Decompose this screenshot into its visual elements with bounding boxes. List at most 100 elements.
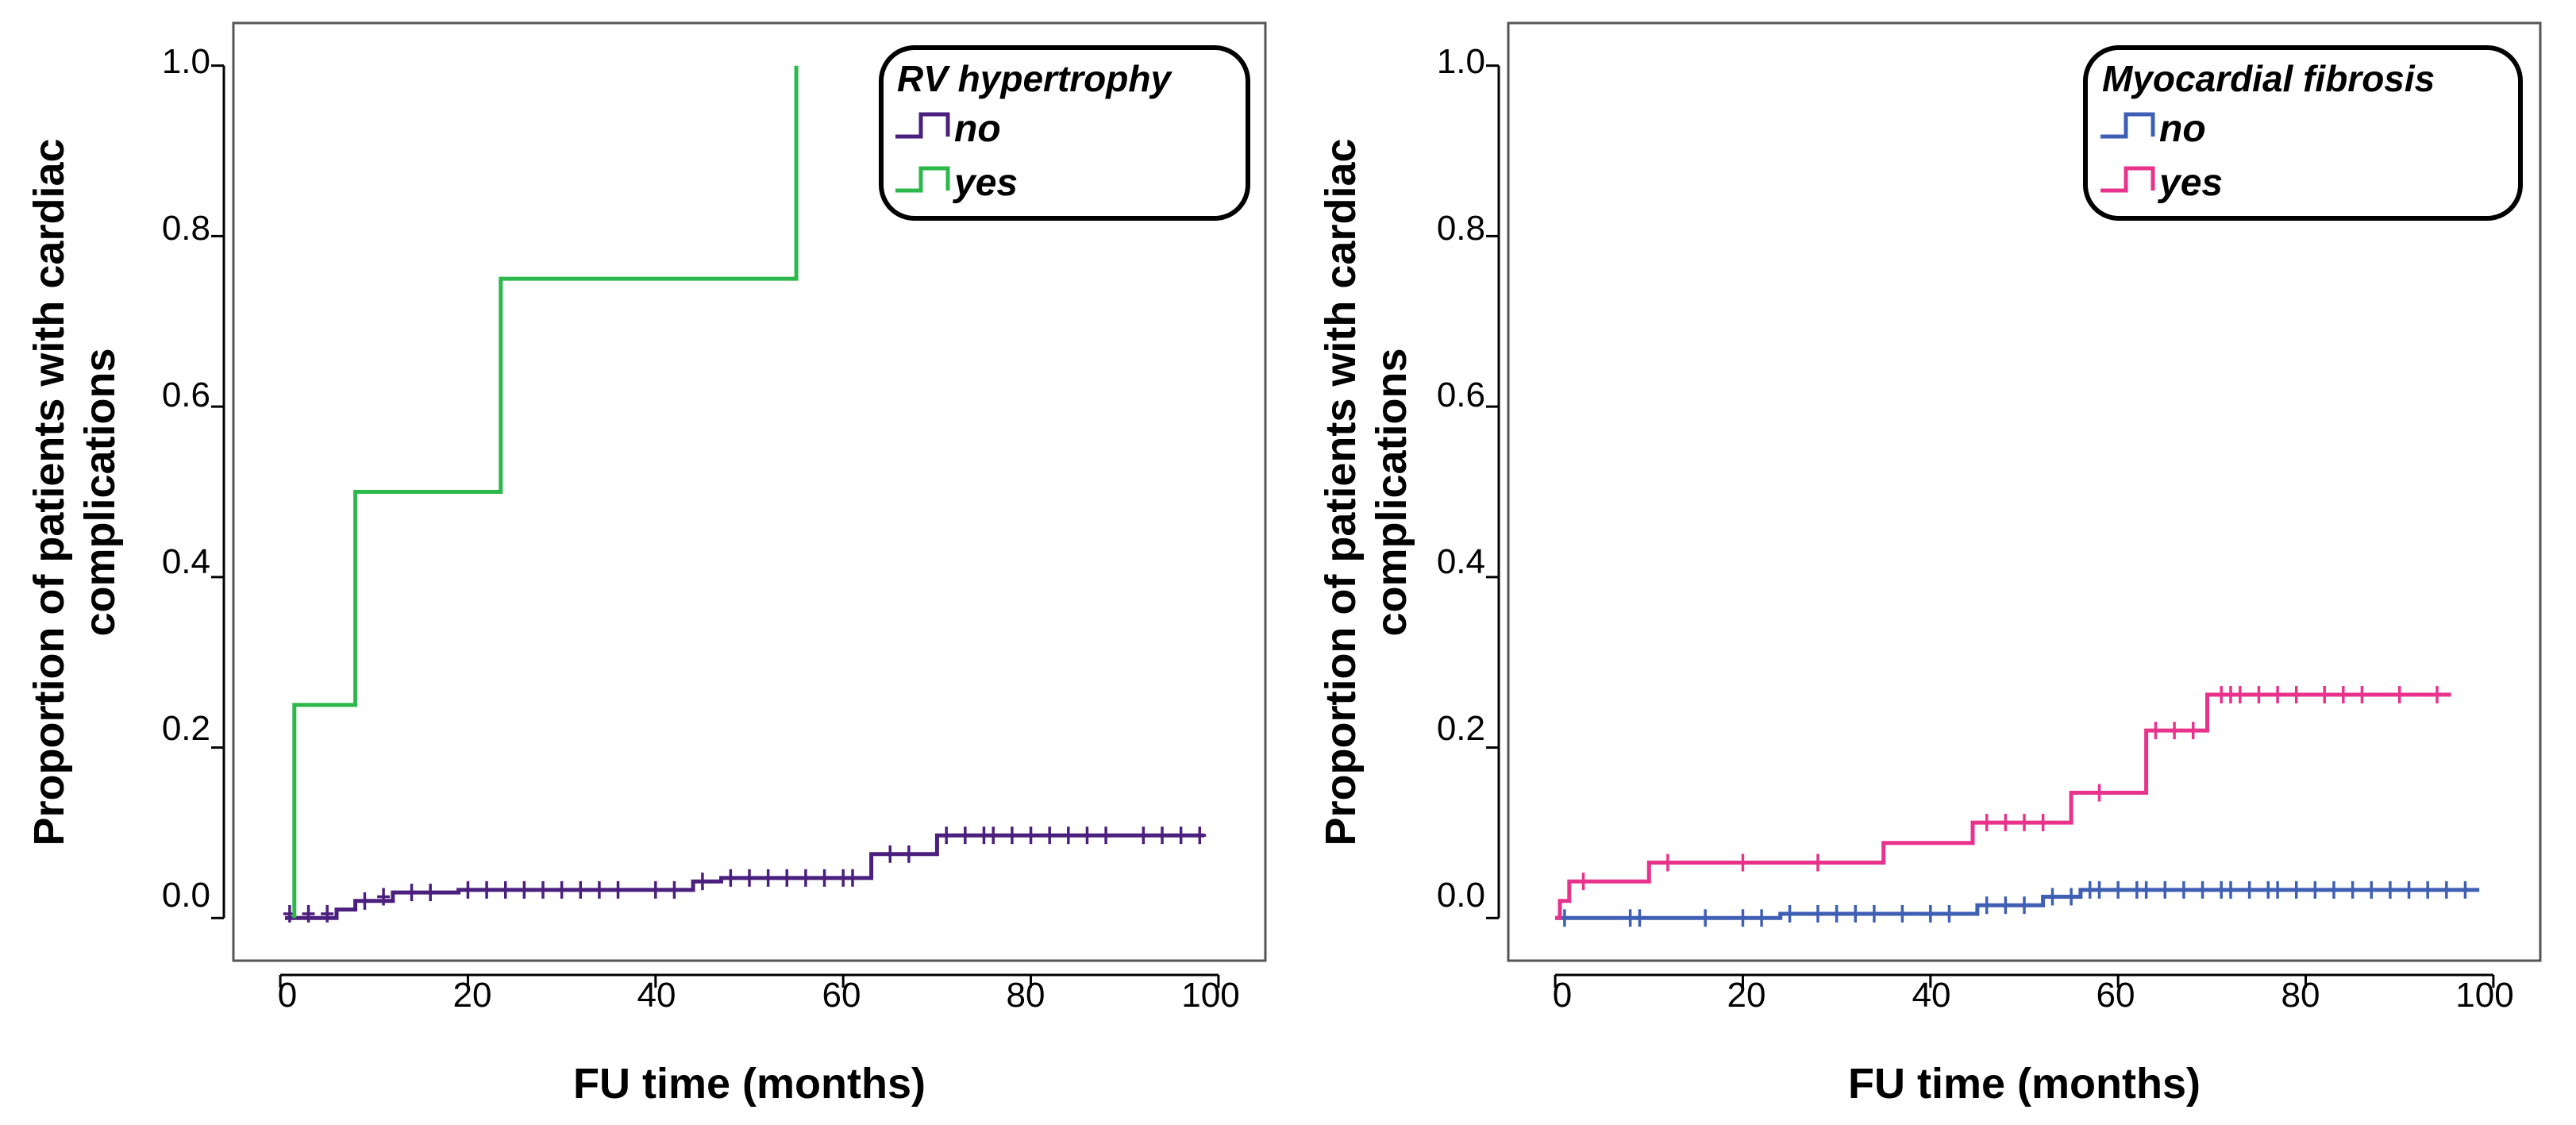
censor-mark-yes <box>2093 784 2106 802</box>
legend-swatch-no <box>895 112 950 139</box>
censor-mark-no <box>1999 896 2012 915</box>
censor-mark-no <box>1830 904 1843 923</box>
x-tick-label: 80 <box>2281 976 2320 1015</box>
censor-mark-no <box>358 892 372 910</box>
chart-myocardial-fibrosis: 0.0 0.2 0.4 0.6 0.8 1.0 0 20 40 60 80 10… <box>1317 21 2542 1108</box>
censor-mark-yes <box>2271 686 2285 704</box>
censor-mark-no <box>1736 909 1750 927</box>
censor-mark-no <box>818 869 831 887</box>
censor-mark-no <box>1043 826 1057 845</box>
censor-mark-no <box>1174 826 1188 845</box>
censor-mark-no <box>2046 888 2059 906</box>
censor-mark-yes <box>2289 686 2303 704</box>
chart-rv-hypertrophy: 0.0 0.2 0.4 0.6 0.8 1.0 0 20 40 60 80 10… <box>25 21 1267 1108</box>
censor-mark-no <box>2139 880 2153 899</box>
y-tick-label: 0.2 <box>1437 709 1485 748</box>
censor-mark-no <box>1812 904 1824 923</box>
censor-mark-yes <box>1736 853 1750 872</box>
legend-swatch-yes <box>2100 166 2155 193</box>
censor-mark-no <box>2018 896 2031 915</box>
censor-mark-no <box>1193 826 1207 845</box>
x-tick-labels: 0 20 40 60 80 100 <box>1553 976 2514 1015</box>
censor-mark-no <box>2346 880 2359 899</box>
legend-title: RV hypertrophy <box>897 58 1172 99</box>
censor-mark-yes <box>2252 686 2266 704</box>
x-tick-labels: 0 20 40 60 80 100 <box>278 976 1240 1015</box>
censor-mark-no <box>2308 880 2322 899</box>
censor-mark-no <box>461 880 475 899</box>
series-line-yes <box>292 65 799 919</box>
series-marks <box>211 64 1220 988</box>
censor-mark-no <box>724 869 737 887</box>
censor-mark-yes <box>2186 722 2200 740</box>
y-tick-label: 0.6 <box>1437 376 1485 414</box>
series-marks <box>1486 64 2495 988</box>
legend-swatch-yes <box>895 166 950 193</box>
legend-label-no: no <box>2159 108 2206 150</box>
censor-mark-yes <box>2336 686 2350 704</box>
censor-mark-no <box>2243 880 2256 899</box>
censor-mark-no <box>799 869 812 887</box>
censor-mark-no <box>424 884 437 902</box>
censor-mark-no <box>780 869 794 887</box>
censor-mark-no <box>1137 826 1150 845</box>
censor-mark-no <box>1849 904 1862 923</box>
censor-mark-no <box>649 880 662 899</box>
censor-mark-no <box>2402 880 2416 899</box>
legend-label-yes: yes <box>953 162 1018 204</box>
x-tick-label: 100 <box>2455 976 2513 1015</box>
y-tick-label: 0.8 <box>1437 209 1485 248</box>
censor-mark-yes <box>2355 686 2369 704</box>
censor-mark-no <box>499 880 512 899</box>
censor-mark-no <box>695 873 709 891</box>
x-tick-label: 80 <box>1007 976 1045 1015</box>
y-tick-label: 0.6 <box>162 376 210 414</box>
censor-mark-no <box>321 904 334 923</box>
y-tick-label: 1.0 <box>162 42 210 81</box>
censor-mark-yes <box>1661 853 1674 872</box>
censor-mark-no <box>940 826 953 845</box>
censor-mark-no <box>2224 880 2237 899</box>
x-tick-label: 100 <box>1181 976 1239 1015</box>
censor-mark-no <box>846 869 859 887</box>
censor-mark-no <box>668 880 681 899</box>
censor-mark-no <box>2289 880 2303 899</box>
legend: Myocardial fibrosis no yes <box>2083 45 2523 221</box>
censor-mark-no <box>1896 904 1909 923</box>
censor-mark-no <box>884 845 897 863</box>
censor-mark-no <box>1080 826 1094 845</box>
censor-mark-no <box>1024 826 1038 845</box>
censor-mark-yes <box>2233 686 2247 704</box>
censor-mark-no <box>1099 826 1113 845</box>
censor-mark-yes <box>1577 873 1590 891</box>
y-tick-label: 0.4 <box>1437 542 1485 581</box>
x-tick-label: 20 <box>453 976 492 1015</box>
censor-mark-yes <box>2318 686 2331 704</box>
censor-mark-no <box>1061 826 1075 845</box>
y-tick-label: 1.0 <box>1437 42 1485 81</box>
censor-mark-no <box>2383 880 2397 899</box>
censor-mark-no <box>1755 909 1769 927</box>
censor-mark-no <box>743 869 756 887</box>
censor-mark-no <box>405 884 418 902</box>
censor-mark-no <box>302 904 315 923</box>
y-tick-labels: 0.0 0.2 0.4 0.6 0.8 1.0 <box>162 42 210 915</box>
legend: RV hypertrophy no yes <box>879 45 1250 221</box>
y-axis-title: Proportion of patients with cardiac <box>1317 138 1365 846</box>
x-tick-label: 20 <box>1727 976 1766 1015</box>
censor-mark-yes <box>2018 814 2031 832</box>
censor-mark-no <box>2177 880 2190 899</box>
censor-mark-yes <box>1999 814 2012 832</box>
censor-mark-no <box>2065 888 2078 906</box>
legend-title: Myocardial fibrosis <box>2102 58 2435 99</box>
y-axis-title: Proportion of patients with cardiac <box>25 138 73 846</box>
censor-mark-yes <box>1980 814 1993 832</box>
censor-mark-no <box>1005 826 1018 845</box>
y-tick-label: 0.4 <box>162 542 210 581</box>
censor-mark-no <box>1633 909 1646 927</box>
censor-mark-no <box>1980 896 1993 915</box>
censor-mark-no <box>1699 909 1712 927</box>
censor-mark-no <box>377 888 391 906</box>
censor-mark-no <box>555 880 568 899</box>
